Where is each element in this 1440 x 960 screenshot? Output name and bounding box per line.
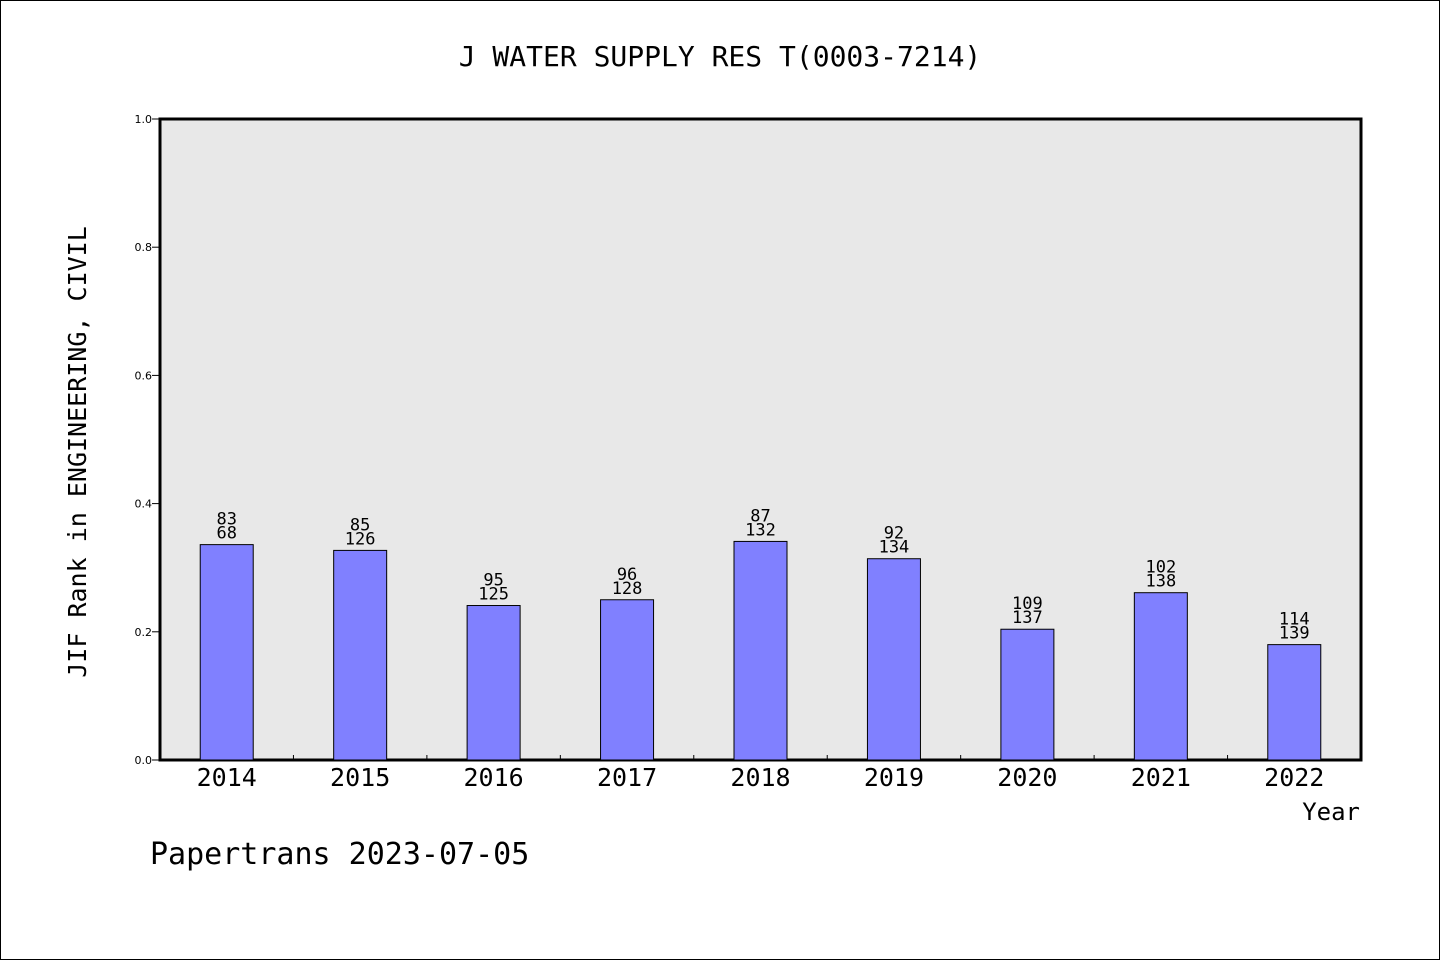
bar — [333, 549, 388, 761]
x-axis-label: Year — [1302, 798, 1360, 826]
x-tick-label: 2019 — [864, 763, 924, 792]
y-tick-label: 0.8 — [135, 241, 153, 254]
bar-label-top: 102 — [1145, 558, 1176, 578]
y-axis-label: JIF Rank in ENGINEERING, CIVIL — [63, 226, 92, 678]
bar-label-top: 114 — [1279, 610, 1310, 630]
x-axis: 2014 2015 2016 2017 2018 2019 2020 2021 2022 — [197, 755, 1324, 792]
bar — [1000, 628, 1055, 761]
x-tick-label: 2018 — [730, 763, 790, 792]
footer-credit: Papertrans 2023-07-05 — [150, 837, 529, 872]
bar-label-bottom: 139 — [1279, 624, 1310, 644]
bar-label-top: 109 — [1012, 594, 1043, 614]
bar-label-top: 96 — [617, 565, 637, 585]
y-axis: 0.0 0.2 0.4 0.6 0.8 1.0 — [135, 113, 160, 767]
bar-label-top: 87 — [750, 506, 770, 526]
bar-label-bottom: 134 — [879, 538, 910, 558]
bar-label-bottom: 125 — [478, 585, 509, 605]
bar — [1133, 592, 1188, 761]
bar-label-bottom: 128 — [612, 579, 643, 599]
x-tick-label: 2017 — [597, 763, 657, 792]
y-tick-label: 0.4 — [135, 498, 153, 511]
x-tick-label: 2021 — [1131, 763, 1191, 792]
bar-label-bottom: 126 — [345, 529, 376, 549]
x-tick-label: 2020 — [997, 763, 1057, 792]
bar-label-bottom: 68 — [216, 524, 236, 544]
bar-label-top: 92 — [884, 524, 904, 544]
bar — [600, 599, 655, 761]
y-tick-label: 1.0 — [135, 113, 153, 126]
y-tick-label: 0.2 — [135, 626, 153, 639]
bar-label-bottom: 138 — [1145, 572, 1176, 592]
bar — [1267, 644, 1322, 761]
y-tick-label: 0.6 — [135, 369, 153, 382]
x-tick-label: 2014 — [197, 763, 257, 792]
bar — [733, 540, 788, 761]
bar — [866, 558, 921, 761]
bar-label-top: 83 — [216, 510, 236, 530]
bar — [466, 605, 521, 761]
y-tick-label: 0.0 — [135, 754, 153, 767]
bar-label-bottom: 132 — [745, 520, 776, 540]
bar — [199, 544, 254, 761]
bar-label-top: 95 — [483, 571, 503, 591]
x-tick-label: 2022 — [1264, 763, 1324, 792]
x-tick-label: 2015 — [330, 763, 390, 792]
bar-label-top: 85 — [350, 515, 370, 535]
x-tick-label: 2016 — [464, 763, 524, 792]
bar-label-bottom: 137 — [1012, 608, 1043, 628]
chart-title: J WATER SUPPLY RES T(0003-7214) — [459, 40, 982, 73]
